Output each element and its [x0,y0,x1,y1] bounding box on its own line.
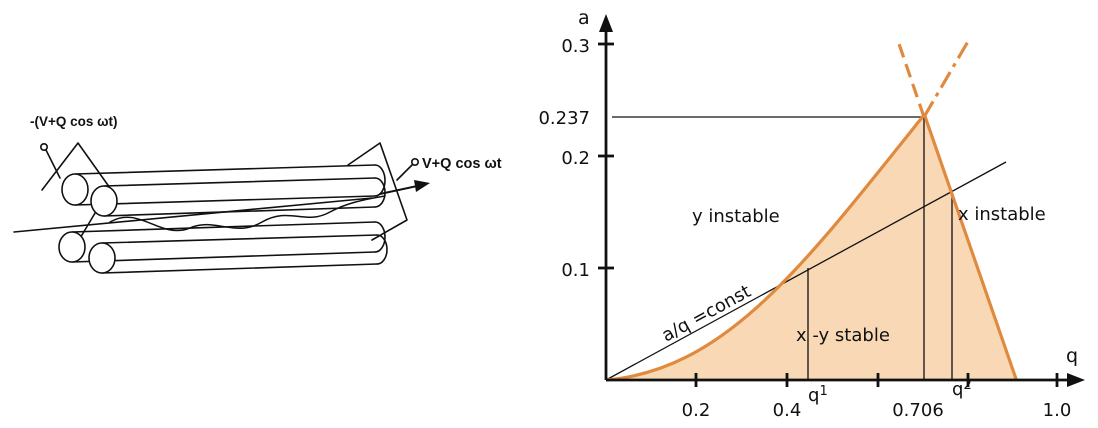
voltage-label-left: -(V+Q cos ωt) [30,114,118,129]
y-axis-arrow [599,14,613,32]
exit-arrow-head [414,180,430,192]
lead-right-terminal [412,159,418,165]
y-tick-label-0.237: 0.237 [538,108,590,129]
q1-label: q1 [808,384,828,406]
lead-left [45,148,60,178]
right-boundary-continuation [924,38,970,117]
x-tick-label-0.4: 0.4 [773,400,802,421]
quadrupole-diagram [14,143,430,273]
lead-right [397,164,413,180]
lead-left-terminal [41,144,47,150]
upper-left-rod-end [62,174,88,205]
x-axis-arrow [1067,373,1085,387]
y-tick-label-0.3: 0.3 [561,36,590,57]
y-tick-label-0.2: 0.2 [561,148,590,169]
q2-label: q2 [952,378,972,400]
lower-left-rod-end [59,232,85,262]
x-tick-label-1.0: 1.0 [1043,400,1072,421]
stability-diagram: a q 0.3 0.237 0.2 0.1 0.2 0.4 0.706 1.0 … [538,7,1085,421]
x-tick-label-0.706: 0.706 [892,400,944,421]
y-instable-label: y instable [692,206,780,227]
left-boundary-continuation [897,38,924,117]
voltage-label-right: V+Q cos ωt [422,156,502,172]
y-axis-label: a [578,7,590,29]
upper-right-rod-end [91,186,117,216]
stable-region-label: x -y stable [796,325,890,346]
back-frame [348,143,407,240]
x-axis-label: q [1066,345,1078,367]
x-tick-label-0.2: 0.2 [682,400,711,421]
y-tick-label-0.1: 0.1 [561,260,590,281]
lower-right-rod-end [89,243,115,273]
x-instable-label: x instable [958,204,1046,225]
